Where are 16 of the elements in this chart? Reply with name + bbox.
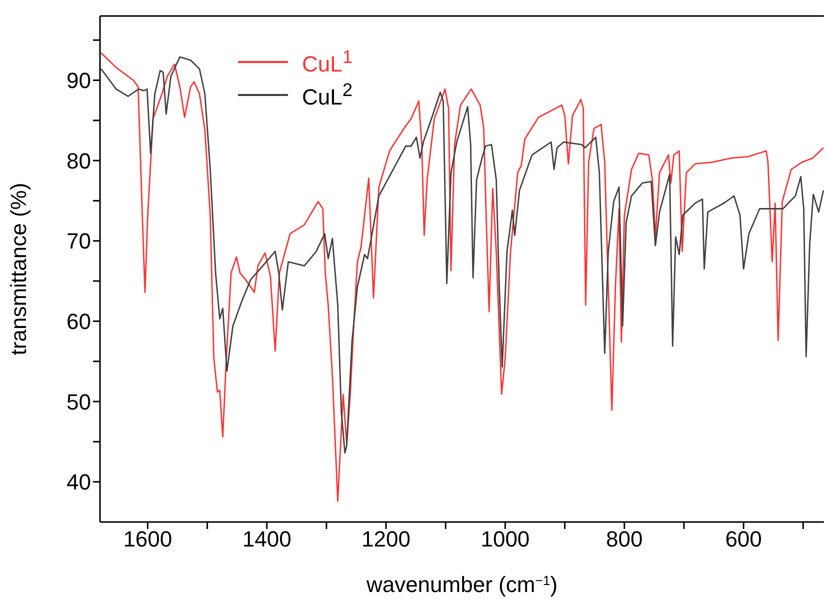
x-tick-label: 800 xyxy=(606,526,643,552)
y-tick-label: 70 xyxy=(66,228,91,254)
legend-label: CuL$^{2}$ xyxy=(302,79,353,111)
x-tick-label: 1200 xyxy=(362,526,410,552)
legend-label: CuL$^{1}$ xyxy=(302,46,353,78)
y-tick-label: 90 xyxy=(66,68,91,94)
x-tick-label: 1000 xyxy=(480,526,530,552)
y-tick-label: 80 xyxy=(66,148,91,174)
x-tick-label: 1400 xyxy=(242,526,292,552)
x-tick-label: 600 xyxy=(725,526,762,552)
y-tick-label: 60 xyxy=(66,309,91,334)
y-axis-title: transmittance (%) xyxy=(6,182,31,356)
y-tick-label: 40 xyxy=(66,470,91,495)
x-axis-title: wavenumber (cm$^{−1}$) xyxy=(365,572,558,597)
y-tick-label: 50 xyxy=(66,389,91,414)
x-tick-label: 1600 xyxy=(123,526,172,552)
